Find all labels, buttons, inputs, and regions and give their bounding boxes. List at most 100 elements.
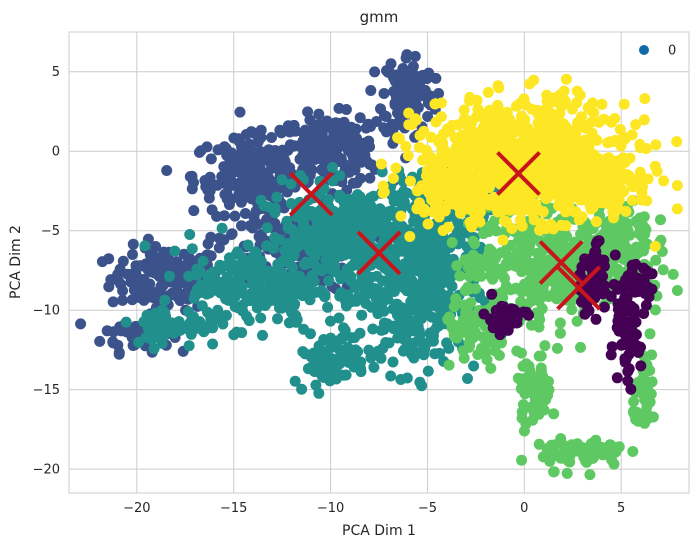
data-point (581, 257, 593, 269)
data-point (539, 340, 551, 352)
data-point (323, 275, 335, 287)
data-point (402, 67, 414, 79)
data-point (627, 406, 639, 418)
data-point (523, 146, 535, 158)
data-point (378, 122, 390, 134)
data-point (395, 374, 407, 385)
data-point (618, 185, 630, 197)
data-point (611, 263, 623, 275)
data-point (466, 117, 477, 129)
data-point (367, 323, 379, 335)
y-tick-label: −20 (33, 463, 60, 478)
data-point (617, 280, 629, 292)
data-point (219, 141, 230, 153)
data-point (388, 72, 400, 84)
data-point (435, 233, 447, 245)
data-point (569, 164, 581, 176)
data-point (650, 254, 662, 266)
data-point (159, 294, 171, 306)
x-tick-label: −5 (418, 501, 437, 516)
data-point (416, 235, 428, 246)
data-point (526, 295, 537, 307)
data-point (433, 263, 445, 275)
data-point (491, 310, 503, 322)
data-point (234, 301, 246, 313)
data-point (536, 288, 548, 300)
data-point (241, 310, 253, 322)
data-point (470, 252, 482, 264)
data-point (446, 237, 458, 248)
data-point (454, 201, 466, 213)
data-point (628, 396, 640, 408)
data-point (364, 158, 376, 170)
data-point (671, 180, 683, 191)
data-point (333, 312, 345, 324)
data-point (416, 180, 428, 192)
data-point (316, 285, 328, 296)
data-point (367, 216, 378, 228)
data-point (322, 301, 334, 313)
data-point (490, 267, 502, 278)
data-point (466, 262, 478, 274)
data-point (520, 358, 532, 370)
data-point (340, 295, 352, 307)
data-point (622, 375, 634, 387)
data-point (514, 214, 526, 226)
data-point (466, 201, 478, 213)
data-point (560, 183, 572, 195)
data-point (247, 222, 259, 234)
data-point (249, 128, 261, 139)
data-point (150, 307, 162, 319)
data-point (251, 248, 263, 259)
data-point (430, 72, 442, 84)
data-point (632, 285, 644, 297)
data-point (197, 255, 209, 267)
data-point (598, 163, 610, 174)
data-point (474, 292, 486, 304)
data-point (435, 111, 447, 123)
data-point (611, 168, 623, 180)
data-point (135, 292, 146, 304)
data-point (671, 203, 683, 215)
data-point (627, 446, 639, 457)
data-point (510, 260, 522, 272)
centroid-marker (538, 240, 584, 285)
legend-label: 0 (668, 44, 676, 59)
data-point (515, 184, 527, 196)
data-point (589, 246, 601, 258)
data-point (220, 260, 232, 272)
data-point (476, 176, 488, 188)
data-point (174, 324, 186, 336)
data-point (233, 133, 245, 145)
data-point (442, 276, 454, 288)
data-point (304, 237, 316, 248)
data-point (584, 469, 596, 481)
data-point (281, 215, 293, 227)
data-point (477, 165, 489, 176)
data-point (173, 287, 185, 299)
data-point (575, 341, 586, 353)
data-point (421, 305, 433, 317)
data-point (671, 136, 683, 148)
data-point (487, 163, 499, 175)
data-point (634, 229, 646, 241)
data-point (330, 362, 342, 374)
data-point (405, 175, 416, 187)
data-point (471, 94, 483, 106)
data-point (247, 276, 259, 288)
data-point (353, 196, 365, 208)
data-point (387, 356, 399, 368)
data-point (598, 301, 610, 313)
data-point (407, 291, 419, 303)
data-point (621, 292, 633, 304)
data-point (608, 458, 620, 470)
data-point (501, 281, 513, 293)
data-point (393, 320, 405, 332)
data-point (433, 136, 445, 148)
data-point (450, 293, 462, 305)
data-point (299, 203, 311, 215)
data-point (481, 354, 493, 366)
data-point (484, 331, 496, 343)
data-point (571, 121, 583, 133)
data-point (340, 104, 352, 115)
